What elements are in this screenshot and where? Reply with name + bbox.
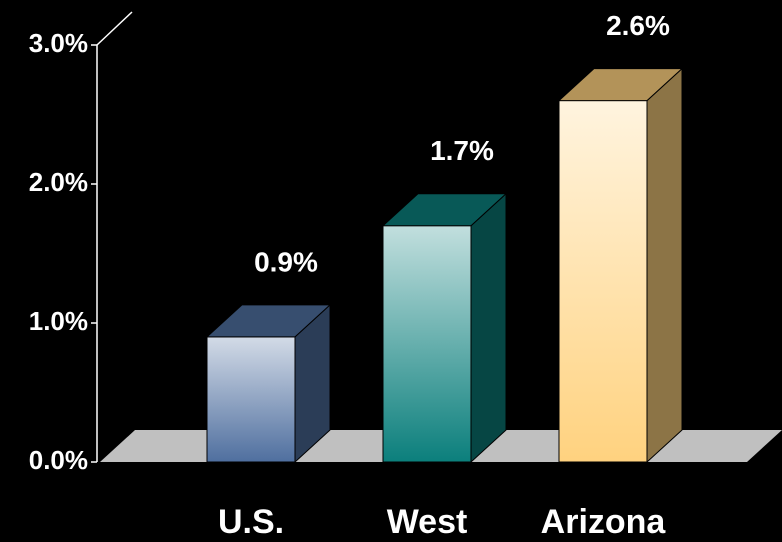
value-label: 2.6% <box>606 10 670 41</box>
bar <box>382 225 472 463</box>
bar-top <box>557 68 684 102</box>
y-tick-label: 3.0% <box>29 28 88 58</box>
bar <box>558 100 648 463</box>
axis-depth <box>96 11 133 46</box>
bar-top <box>205 304 332 338</box>
x-tick-label: West <box>387 503 468 541</box>
y-tick-label: 2.0% <box>29 167 88 197</box>
x-tick-label: Arizona <box>541 503 667 541</box>
bar-side <box>470 192 507 464</box>
y-tick-label: 1.0% <box>29 306 88 336</box>
value-label: 1.7% <box>430 135 494 166</box>
bar-side <box>646 67 683 464</box>
bar-top <box>381 193 508 227</box>
x-tick-label: U.S. <box>218 503 284 541</box>
bar <box>206 336 296 463</box>
y-tick-label: 0.0% <box>29 445 88 475</box>
value-label: 0.9% <box>254 246 318 277</box>
